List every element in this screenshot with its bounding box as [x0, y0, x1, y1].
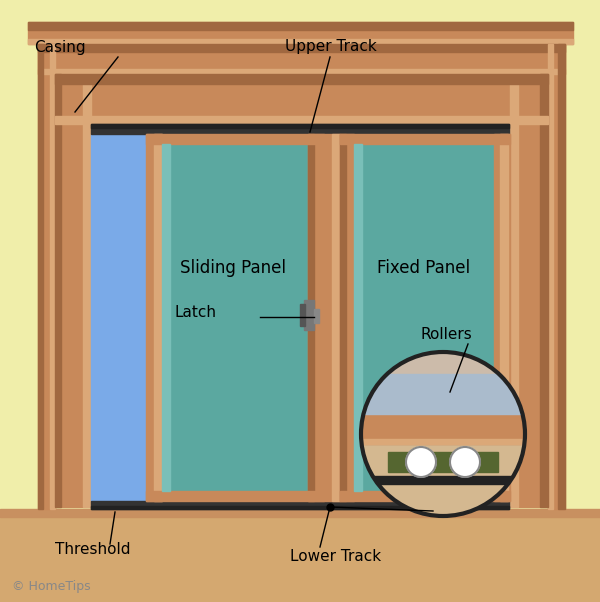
Bar: [162, 144, 308, 491]
Text: Fixed Panel: Fixed Panel: [377, 259, 470, 277]
Bar: [91, 506, 509, 509]
Bar: [361, 374, 525, 414]
Bar: [361, 439, 525, 444]
Bar: [548, 44, 553, 509]
Bar: [314, 309, 319, 323]
Bar: [558, 44, 565, 509]
Bar: [304, 300, 314, 330]
Bar: [28, 22, 573, 44]
Bar: [340, 491, 510, 501]
Bar: [510, 74, 548, 507]
Bar: [91, 501, 509, 509]
Bar: [38, 44, 565, 52]
Bar: [340, 134, 510, 144]
Bar: [500, 134, 508, 501]
Bar: [340, 134, 346, 501]
Bar: [83, 74, 91, 507]
Text: Lower Track: Lower Track: [290, 549, 381, 564]
Bar: [55, 74, 61, 507]
Bar: [146, 491, 324, 501]
Text: © HomeTips: © HomeTips: [12, 580, 91, 593]
Bar: [300, 304, 305, 326]
Bar: [28, 22, 573, 30]
Bar: [494, 134, 510, 501]
Bar: [28, 39, 573, 44]
Bar: [55, 74, 91, 507]
Text: Casing: Casing: [34, 40, 86, 55]
Bar: [354, 144, 362, 491]
Circle shape: [406, 447, 436, 477]
Bar: [324, 134, 340, 501]
Bar: [510, 74, 518, 507]
Bar: [91, 124, 509, 134]
Bar: [50, 44, 55, 509]
Bar: [548, 44, 565, 509]
Bar: [332, 134, 340, 501]
Bar: [162, 144, 170, 491]
Bar: [154, 134, 162, 501]
Bar: [146, 134, 324, 144]
Bar: [388, 452, 498, 472]
Bar: [55, 74, 548, 124]
Text: Sliding Panel: Sliding Panel: [180, 259, 286, 277]
Bar: [308, 134, 324, 501]
Bar: [361, 414, 525, 444]
Bar: [361, 424, 525, 516]
Bar: [91, 134, 146, 501]
Text: Threshold: Threshold: [55, 542, 131, 557]
Bar: [0, 509, 600, 517]
Bar: [354, 144, 494, 491]
Bar: [38, 69, 565, 74]
Bar: [146, 134, 162, 501]
Bar: [55, 116, 548, 124]
Circle shape: [361, 352, 525, 516]
Bar: [540, 74, 548, 507]
Bar: [361, 476, 525, 484]
Bar: [91, 124, 509, 128]
Bar: [0, 512, 600, 602]
Text: Latch: Latch: [175, 305, 217, 320]
Bar: [308, 134, 314, 501]
Bar: [340, 134, 354, 501]
Circle shape: [450, 447, 480, 477]
Bar: [55, 74, 548, 84]
Bar: [38, 44, 43, 509]
Bar: [38, 44, 55, 509]
Text: Upper Track: Upper Track: [285, 39, 377, 54]
Bar: [38, 44, 565, 74]
Text: Rollers: Rollers: [420, 327, 472, 342]
